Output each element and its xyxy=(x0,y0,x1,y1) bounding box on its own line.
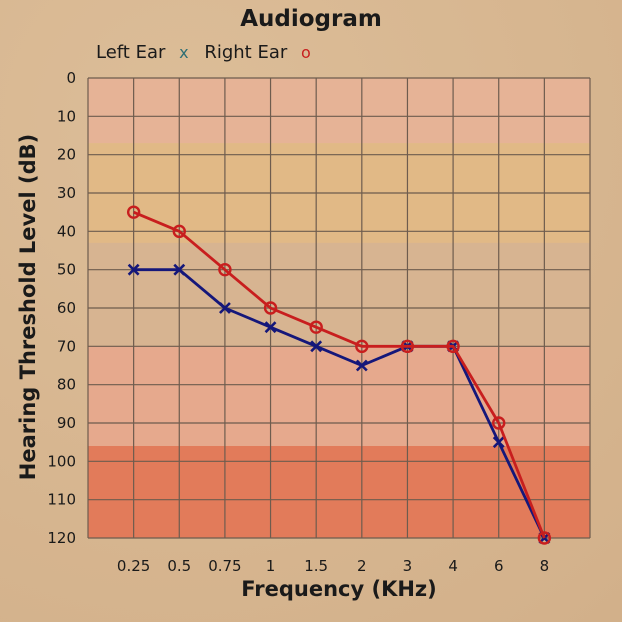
right-ear-point xyxy=(400,339,415,354)
right-ear-point xyxy=(492,416,506,430)
x-tick-label: 3 xyxy=(403,557,413,575)
left-ear-point xyxy=(492,436,505,449)
y-tick-label: 110 xyxy=(47,491,76,509)
y-tick-label: 10 xyxy=(57,107,76,125)
y-tick-label: 50 xyxy=(57,261,76,279)
y-axis-label: Hearing Threshold Level (dB) xyxy=(16,133,40,481)
y-tick-label: 0 xyxy=(66,69,76,87)
y-tick-label: 40 xyxy=(57,222,76,240)
x-tick-label: 8 xyxy=(540,557,550,575)
x-tick-label: 4 xyxy=(448,557,458,575)
y-tick-label: 70 xyxy=(57,337,76,355)
x-tick-label: 6 xyxy=(494,557,504,575)
left-ear-point xyxy=(264,321,277,334)
left-ear-point xyxy=(310,340,323,353)
y-tick-label: 30 xyxy=(57,184,76,202)
left-ear-line xyxy=(133,268,546,539)
y-tick-label: 80 xyxy=(57,376,76,394)
left-ear-point xyxy=(355,359,368,372)
right-ear-point xyxy=(126,205,141,219)
y-tick-label: 120 xyxy=(47,529,76,547)
x-tick-label: 1 xyxy=(266,557,276,575)
right-ear-point xyxy=(172,224,186,239)
x-tick-label: 2 xyxy=(357,557,367,575)
legend-right-ear-marker: o xyxy=(301,43,311,62)
right-ear-point xyxy=(355,339,369,354)
y-tick-label: 20 xyxy=(57,146,76,164)
right-ear-point xyxy=(537,531,552,545)
right-ear-line xyxy=(133,210,546,539)
right-ear-point xyxy=(263,301,278,315)
x-tick-label: 0.5 xyxy=(167,557,191,575)
legend: Left Ear x Right Ear o xyxy=(96,42,321,63)
legend-right-ear-label: Right Ear xyxy=(204,42,288,63)
severity-band-3 xyxy=(88,346,590,446)
x-tick-label: 0.75 xyxy=(208,557,241,575)
legend-left-ear-label: Left Ear xyxy=(96,42,166,63)
x-tick-label: 1.5 xyxy=(304,557,328,575)
left-ear-point xyxy=(218,302,231,314)
left-ear-point xyxy=(173,263,186,276)
right-ear-point xyxy=(218,262,232,277)
x-axis-label: Frequency (KHz) xyxy=(241,577,437,601)
y-tick-label: 90 xyxy=(57,414,76,432)
severity-band-0 xyxy=(88,78,590,144)
legend-left-ear-marker: x xyxy=(179,43,189,62)
right-ear-point xyxy=(309,320,323,334)
severity-band-2 xyxy=(88,242,590,347)
chart-title: Audiogram xyxy=(240,6,382,32)
x-tick-label: 0.25 xyxy=(117,557,150,575)
y-tick-label: 60 xyxy=(57,299,76,317)
left-ear-point xyxy=(127,263,140,276)
right-ear-point xyxy=(446,339,460,354)
y-tick-label: 100 xyxy=(47,452,76,470)
